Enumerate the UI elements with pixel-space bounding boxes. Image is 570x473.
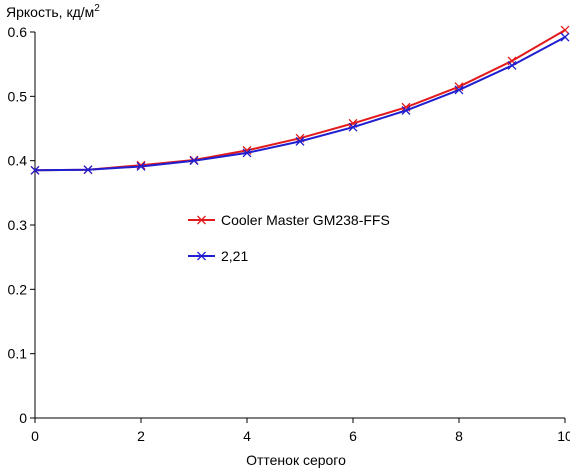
x-tick-label: 4 <box>243 428 251 444</box>
legend-marker <box>197 251 206 261</box>
series-line-2 <box>34 36 566 172</box>
y-tick-label: 0.6 <box>8 24 28 40</box>
series-line-1 <box>34 29 566 172</box>
data-point-marker <box>30 165 40 175</box>
legend-label: Cooler Master GM238-FFS <box>221 212 390 228</box>
data-point-marker <box>136 160 146 170</box>
data-point-marker <box>560 25 570 35</box>
data-point-marker <box>348 122 358 132</box>
x-tick-label: 0 <box>31 428 39 444</box>
x-tick-label: 6 <box>349 428 357 444</box>
y-tick-label: 0.5 <box>8 88 28 104</box>
data-point-marker <box>560 32 570 42</box>
y-tick-label: 0 <box>19 410 27 426</box>
data-point-marker <box>401 106 411 115</box>
x-axis-title: Оттенок серого <box>246 452 346 468</box>
x-tick-label: 10 <box>557 428 570 444</box>
data-point-marker <box>136 161 146 171</box>
legend-label: 2,21 <box>221 248 248 264</box>
y-tick-label: 0.2 <box>8 281 28 297</box>
data-point-marker <box>295 136 305 146</box>
legend: Cooler Master GM238-FFS 2,21 <box>188 212 390 264</box>
y-tick-label: 0.1 <box>8 346 28 362</box>
y-axis-title: Яркость, кд/м2 <box>6 3 100 20</box>
data-point-marker <box>507 60 517 70</box>
y-tick-label: 0.3 <box>8 217 28 233</box>
data-point-marker <box>83 165 93 175</box>
data-point-marker <box>454 85 464 95</box>
x-tick-label: 8 <box>455 428 463 444</box>
legend-marker <box>197 215 206 225</box>
data-point-marker <box>189 156 199 166</box>
x-tick-label: 2 <box>137 428 145 444</box>
y-tick-label: 0.4 <box>8 153 28 169</box>
data-point-marker <box>242 148 252 158</box>
